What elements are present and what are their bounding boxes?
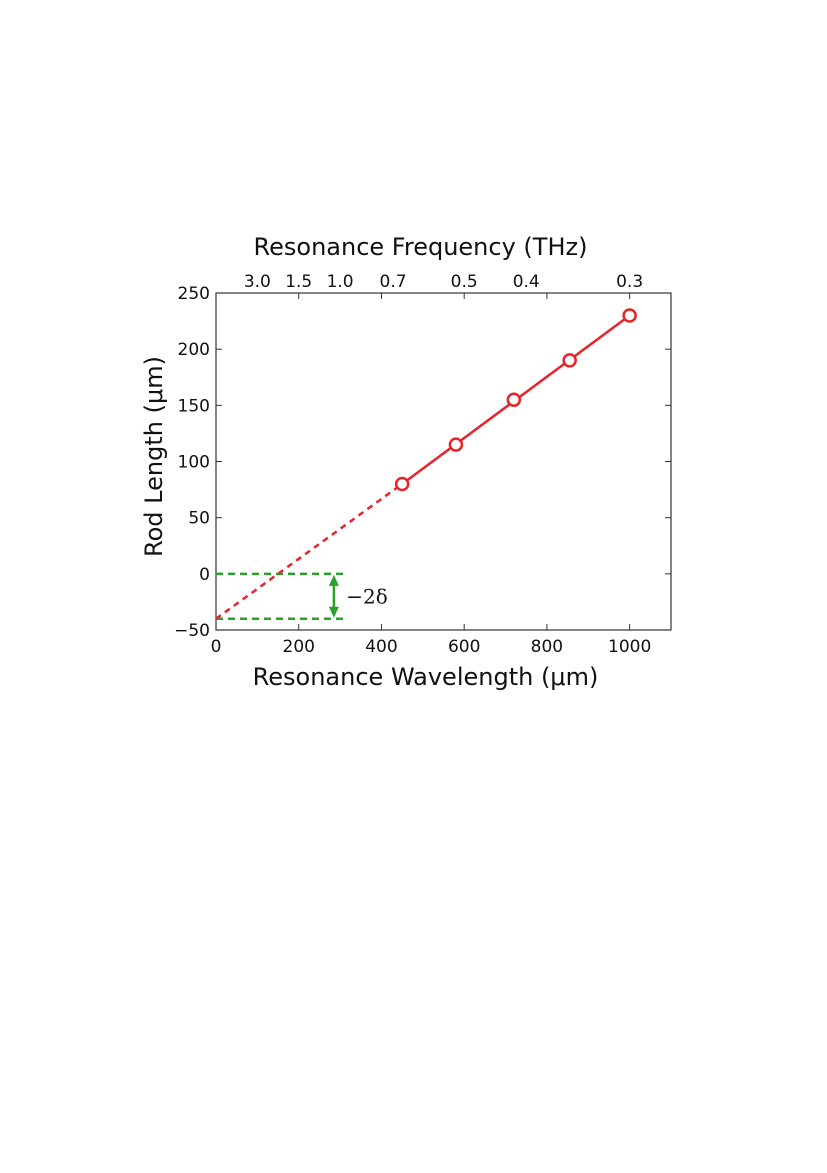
plot-frame bbox=[215, 292, 672, 631]
y-tick-label: 100 bbox=[178, 453, 210, 473]
top-tick-label: 0.3 bbox=[616, 272, 643, 292]
x-tick-label: 400 bbox=[365, 637, 397, 657]
top-tick-label: 1.5 bbox=[285, 272, 312, 292]
x-tick-label: 0 bbox=[211, 637, 222, 657]
x-tick-label: 200 bbox=[283, 637, 315, 657]
delta-annotation: −2δ bbox=[346, 584, 388, 608]
y-tick-label: 250 bbox=[178, 284, 210, 304]
y-axis-title: Rod Length (μm) bbox=[140, 356, 168, 557]
top-tick-label: 3.0 bbox=[244, 272, 271, 292]
data-point bbox=[562, 353, 577, 368]
top-tick-label: 0.4 bbox=[513, 272, 540, 292]
y-tick-label: −50 bbox=[174, 621, 210, 641]
top-tick-label: 1.0 bbox=[327, 272, 354, 292]
top-axis-title: Resonance Frequency (THz) bbox=[254, 233, 588, 261]
y-tick-label: 50 bbox=[188, 509, 210, 529]
x-tick-label: 1000 bbox=[608, 637, 651, 657]
x-tick-label: 600 bbox=[448, 637, 480, 657]
y-tick-label: 0 bbox=[199, 565, 210, 585]
data-point bbox=[448, 437, 464, 452]
delta-arrow-head-down bbox=[328, 606, 339, 618]
y-tick-label: 150 bbox=[178, 396, 210, 416]
x-axis-title: Resonance Wavelength (μm) bbox=[253, 663, 599, 691]
delta-arrow-head-up bbox=[328, 574, 339, 586]
top-tick-label: 0.7 bbox=[380, 272, 407, 292]
data-point bbox=[506, 392, 522, 407]
data-point bbox=[622, 308, 637, 323]
y-tick-label: 200 bbox=[178, 340, 210, 360]
data-point bbox=[394, 476, 410, 492]
data-layer bbox=[215, 308, 637, 621]
axes-layer bbox=[215, 292, 672, 631]
x-tick-label: 800 bbox=[531, 637, 563, 657]
extrapolation-line bbox=[215, 482, 403, 620]
top-tick-label: 0.5 bbox=[451, 272, 478, 292]
